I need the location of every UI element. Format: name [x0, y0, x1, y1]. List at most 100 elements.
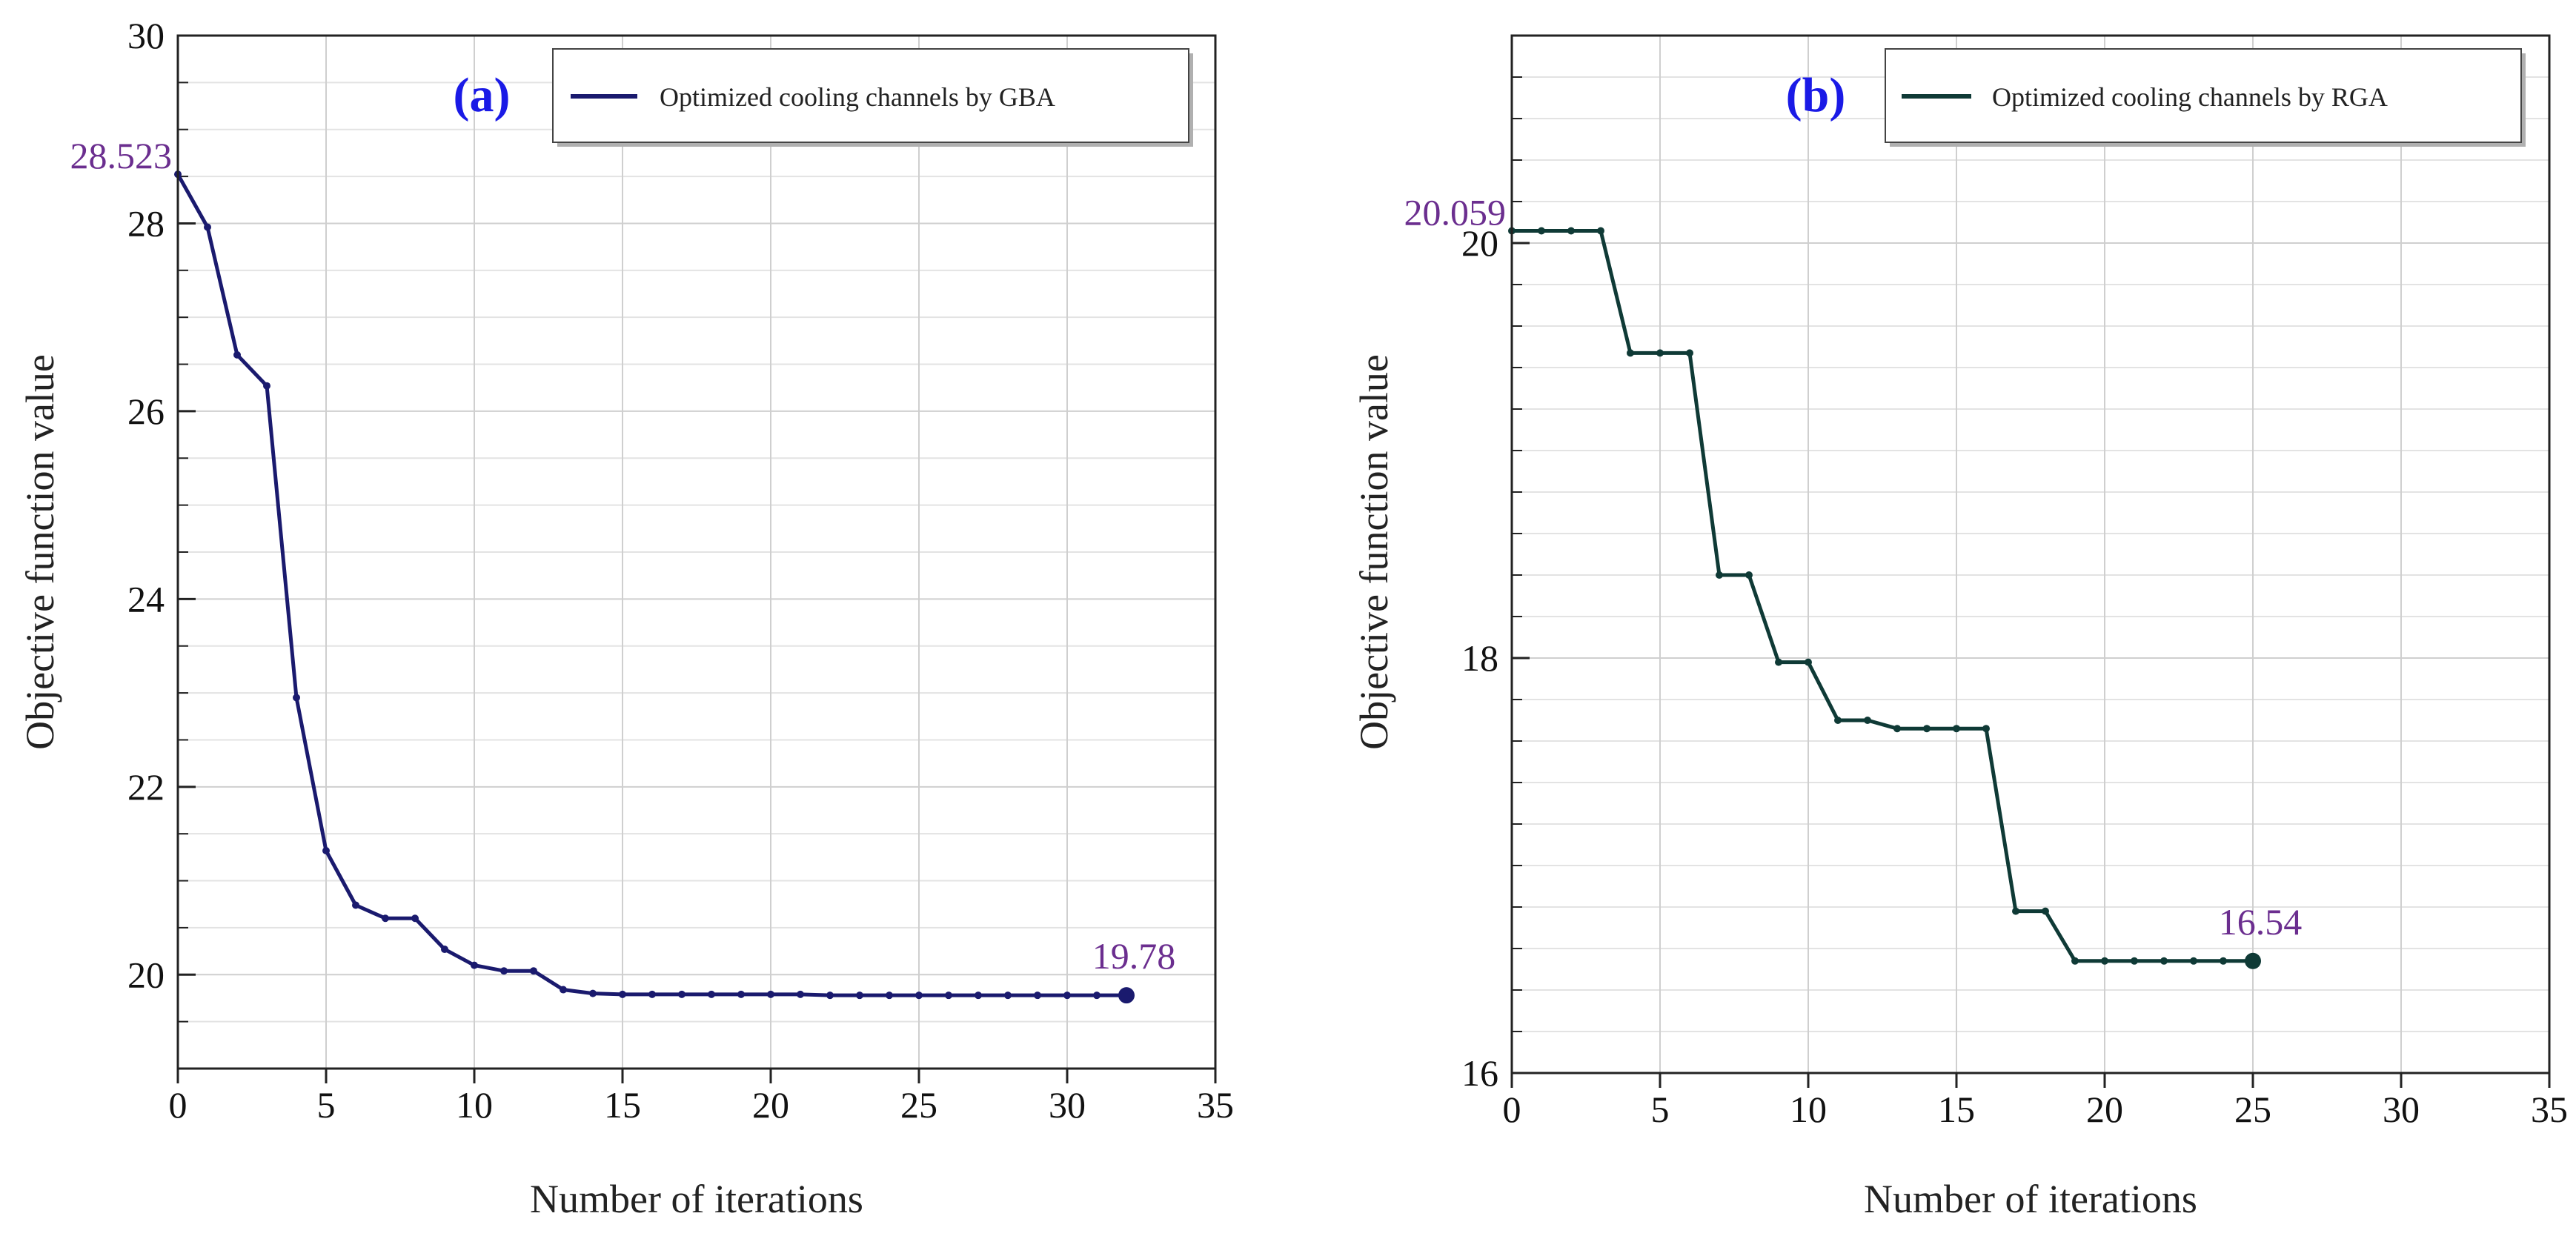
panel-a-y-tick-label: 30 [127, 15, 165, 56]
panel-a-data-point [619, 990, 626, 998]
panel-a-data-point [1118, 987, 1135, 1004]
panel-a-label: (a) [454, 68, 511, 122]
panel-b-legend: Optimized cooling channels by RGA [1885, 48, 2526, 147]
panel-b-x-tick-label: 30 [2383, 1089, 2420, 1130]
panel-a-data-point [233, 351, 241, 359]
panel-b-data-point [1745, 571, 1753, 579]
panel-b-data-point [1893, 725, 1901, 733]
panel-b-legend-entry: Optimized cooling channels by RGA [1992, 82, 2388, 112]
panel-b-x-tick-label: 25 [2234, 1089, 2271, 1130]
panel-b-data-point [1538, 227, 1545, 235]
panel-a-data-point [886, 991, 893, 1000]
panel-b-ticks: 16 18 20 0 5 10 15 20 25 30 35 [1461, 76, 2568, 1130]
panel-a-data-point [530, 967, 537, 975]
panel-a-y-tick-label: 24 [127, 578, 165, 620]
panel-b-data-point [1775, 658, 1782, 666]
panel-b-series-line [1512, 228, 2253, 963]
panel-b-data-point [2220, 957, 2227, 965]
panel-a-data-point [678, 990, 686, 998]
panel-a-data-point [737, 990, 745, 998]
panel-a-data-point [945, 991, 952, 1000]
panel-a-data-point [826, 991, 834, 1000]
panel-a-data-point [1063, 991, 1071, 1000]
panel-a-data-point [500, 967, 508, 975]
panel-b-annotation: 20.059 [1404, 191, 1507, 233]
panel-b-frame [1510, 34, 2551, 1074]
panel-b-x-tick-label: 20 [2086, 1089, 2123, 1130]
panel-b-data-point [2012, 907, 2019, 915]
panel-b-chart: 16 18 20 0 5 10 15 20 25 30 35 Number of iteration… [1352, 34, 2568, 1221]
panel-a-annotation: 28.523 [70, 135, 173, 176]
panel-a-data-point [382, 914, 389, 923]
panel-b-x-tick-label: 35 [2531, 1089, 2568, 1130]
panel-a-series [174, 170, 1135, 1004]
panel-a-y-tick-label: 28 [127, 202, 165, 244]
panel-b-y-axis-title: Objective function value [1352, 354, 1396, 750]
panel-b-y-tick-label: 16 [1461, 1052, 1498, 1094]
panel-a-data-point [1093, 991, 1101, 1000]
panel-a-data-point [411, 914, 419, 923]
panel-b-data-point [2245, 952, 2261, 969]
panel-a-data-point [471, 961, 478, 969]
panel-a-annotation: 19.78 [1092, 935, 1176, 977]
panel-b-data-point [1834, 717, 1842, 724]
panel-a-y-tick-label: 22 [127, 766, 165, 808]
panel-a-chart: 20 22 24 26 28 30 0 5 10 15 20 25 30 35 Number of ite… [18, 15, 1234, 1221]
panel-b-x-tick-label: 5 [1651, 1089, 1670, 1130]
panel-b-legend-box [1885, 48, 2522, 143]
panel-a-data-point [797, 990, 804, 998]
panel-a-data-point [975, 991, 982, 1000]
panel-b-data-point [1656, 349, 1664, 357]
panel-a-data-point [441, 946, 448, 954]
panel-b-data-point [1982, 725, 1990, 733]
panel-a-data-point [352, 901, 359, 909]
panel-a-legend-box [552, 48, 1189, 143]
panel-b-data-point [1923, 725, 1931, 733]
panel-a-legend-entry: Optimized cooling channels by GBA [660, 82, 1055, 112]
panel-a-x-tick-label: 25 [900, 1084, 937, 1126]
panel-b-data-point [2042, 907, 2049, 915]
panel-a-data-point [708, 990, 715, 998]
panel-b-data-point [1627, 349, 1634, 357]
panel-b-data-point [1597, 227, 1604, 235]
panel-b-annotations: 20.059 16.54 [1404, 191, 2303, 942]
panel-b-data-point [2131, 957, 2138, 965]
panel-a-data-point [560, 986, 567, 994]
panel-a-data-point [293, 694, 300, 702]
panel-b-series [1508, 227, 2261, 969]
panel-b-x-tick-label: 0 [1503, 1089, 1521, 1130]
panel-b-data-point [1567, 227, 1575, 235]
panel-b-data-point [1953, 725, 1960, 733]
panel-b-x-axis-title: Number of iterations [1864, 1177, 2197, 1221]
panel-a-x-tick-label: 5 [317, 1084, 336, 1126]
panel-b-label: (b) [1786, 68, 1846, 122]
panel-b-y-tick-label: 20 [1461, 222, 1498, 264]
panel-a-x-tick-label: 30 [1049, 1084, 1086, 1126]
panel-b-data-point [2160, 957, 2168, 965]
panel-a-data-point [589, 989, 597, 997]
panel-a-ticks: 20 22 24 26 28 30 0 5 10 15 20 25 30 35 [127, 15, 1234, 1126]
panel-a-x-tick-label: 20 [752, 1084, 789, 1126]
panel-a-x-tick-label: 0 [169, 1084, 187, 1126]
panel-a-data-point [322, 846, 330, 854]
panel-a-series-line [176, 173, 1126, 997]
panel-a-x-axis-title: Number of iterations [530, 1177, 863, 1221]
panel-b-grid [1512, 36, 2549, 1073]
panel-a-x-tick-label: 35 [1197, 1084, 1234, 1126]
panel-a-y-tick-label: 20 [127, 954, 165, 995]
panel-a-annotations: 28.523 19.78 [70, 135, 1176, 977]
panel-b-data-point [1686, 349, 1693, 357]
panel-a-y-tick-label: 26 [127, 391, 165, 432]
panel-a-data-point [204, 223, 211, 231]
panel-b-x-tick-label: 10 [1790, 1089, 1827, 1130]
panel-a-frame [176, 34, 1217, 1070]
panel-a-y-axis-title: Objective function value [18, 354, 62, 750]
panel-a-data-point [1034, 991, 1041, 1000]
panel-b-data-point [1864, 717, 1871, 724]
panel-a-x-tick-label: 10 [456, 1084, 493, 1126]
panel-b-data-point [2190, 957, 2197, 965]
panel-b-annotation: 16.54 [2219, 901, 2303, 943]
panel-a-grid [178, 36, 1215, 1069]
panel-a-legend: Optimized cooling channels by GBA [552, 48, 1193, 147]
